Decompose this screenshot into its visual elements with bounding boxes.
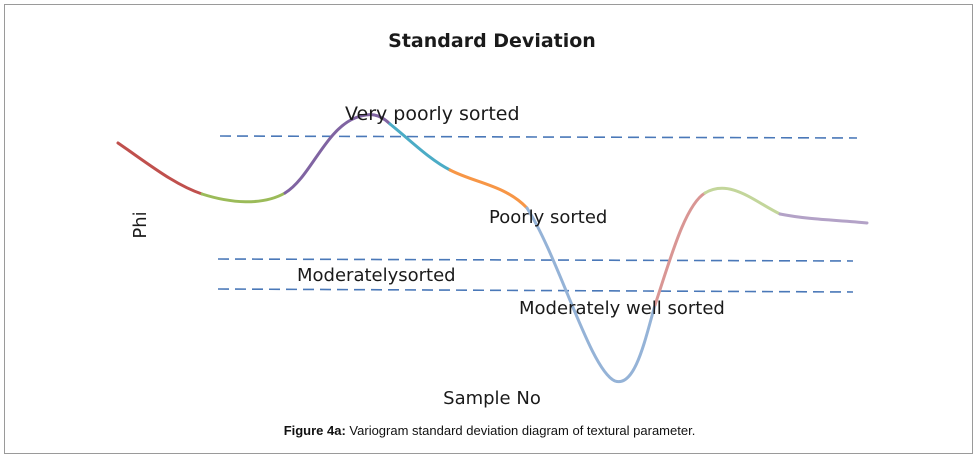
curve-segment-2 <box>200 191 287 204</box>
curve-segment-6 <box>525 206 657 384</box>
label-moderately-sorted: Moderatelysorted <box>297 265 456 286</box>
caption-prefix: Figure 4a: <box>283 423 346 438</box>
chart-title: Standard Deviation <box>388 30 596 52</box>
std-deviation-curve <box>116 113 869 384</box>
curve-segment-8 <box>703 186 782 216</box>
curve-segment-4 <box>388 122 452 172</box>
curve-segment-3 <box>283 113 392 195</box>
curve-segment-9 <box>778 212 869 225</box>
figure-frame <box>4 4 973 454</box>
y-axis-label: Phi <box>130 211 151 238</box>
curve-segment-5 <box>448 168 529 210</box>
label-moderately-well-sorted: Moderately well sorted <box>519 298 725 319</box>
curve-segment-1 <box>116 141 204 196</box>
reference-line-moderately-sorted-upper <box>217 258 854 262</box>
figure-caption: Figure 4a: Variogram standard deviation … <box>0 423 979 438</box>
reference-line-moderately-sorted-lower <box>217 288 854 293</box>
reference-line-very-poorly-sorted <box>219 135 858 139</box>
label-very-poorly-sorted: Very poorly sorted <box>345 103 520 125</box>
curve-segment-7 <box>653 191 707 307</box>
label-poorly-sorted: Poorly sorted <box>489 207 607 228</box>
caption-text: Variogram standard deviation diagram of … <box>345 423 696 438</box>
x-axis-label: Sample No <box>443 388 541 409</box>
